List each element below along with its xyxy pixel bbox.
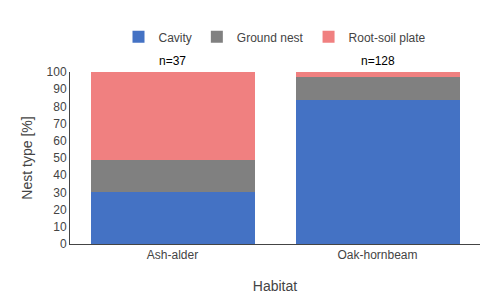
svg-text:50: 50 [53, 151, 67, 165]
svg-text:Ground nest: Ground nest [237, 31, 304, 45]
svg-text:30: 30 [53, 186, 67, 200]
svg-text:Root-soil plate: Root-soil plate [349, 31, 426, 45]
svg-text:100: 100 [47, 65, 67, 79]
svg-text:10: 10 [53, 220, 67, 234]
svg-text:Nest type [%]: Nest type [%] [19, 116, 35, 199]
svg-text:20: 20 [53, 203, 67, 217]
svg-text:40: 40 [53, 168, 67, 182]
svg-text:Habitat: Habitat [253, 278, 297, 294]
svg-text:0: 0 [60, 237, 67, 251]
svg-text:Oak-hornbeam: Oak-hornbeam [337, 248, 417, 262]
svg-text:80: 80 [53, 100, 67, 114]
svg-text:n=128: n=128 [361, 54, 395, 68]
svg-text:n=37: n=37 [159, 54, 186, 68]
svg-text:70: 70 [53, 117, 67, 131]
svg-text:90: 90 [53, 82, 67, 96]
svg-text:60: 60 [53, 134, 67, 148]
svg-text:Ash-alder: Ash-alder [147, 248, 198, 262]
svg-text:Cavity: Cavity [159, 31, 192, 45]
